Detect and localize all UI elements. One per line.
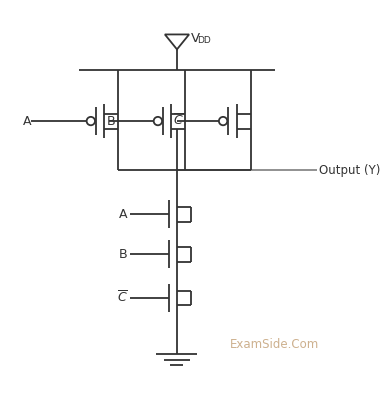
Circle shape bbox=[219, 117, 227, 125]
Circle shape bbox=[154, 117, 162, 125]
Text: Output (Y): Output (Y) bbox=[320, 164, 381, 177]
Text: A: A bbox=[23, 114, 32, 127]
Text: V: V bbox=[191, 32, 200, 45]
Text: $\overline{C}$: $\overline{C}$ bbox=[173, 113, 183, 129]
Circle shape bbox=[87, 117, 95, 125]
Text: DD: DD bbox=[197, 37, 211, 46]
Polygon shape bbox=[165, 35, 189, 49]
Text: $\overline{C}$: $\overline{C}$ bbox=[117, 290, 128, 306]
Text: A: A bbox=[119, 208, 128, 221]
Text: ExamSide.Com: ExamSide.Com bbox=[230, 338, 319, 351]
Text: B: B bbox=[119, 248, 128, 261]
Text: B: B bbox=[106, 114, 115, 127]
